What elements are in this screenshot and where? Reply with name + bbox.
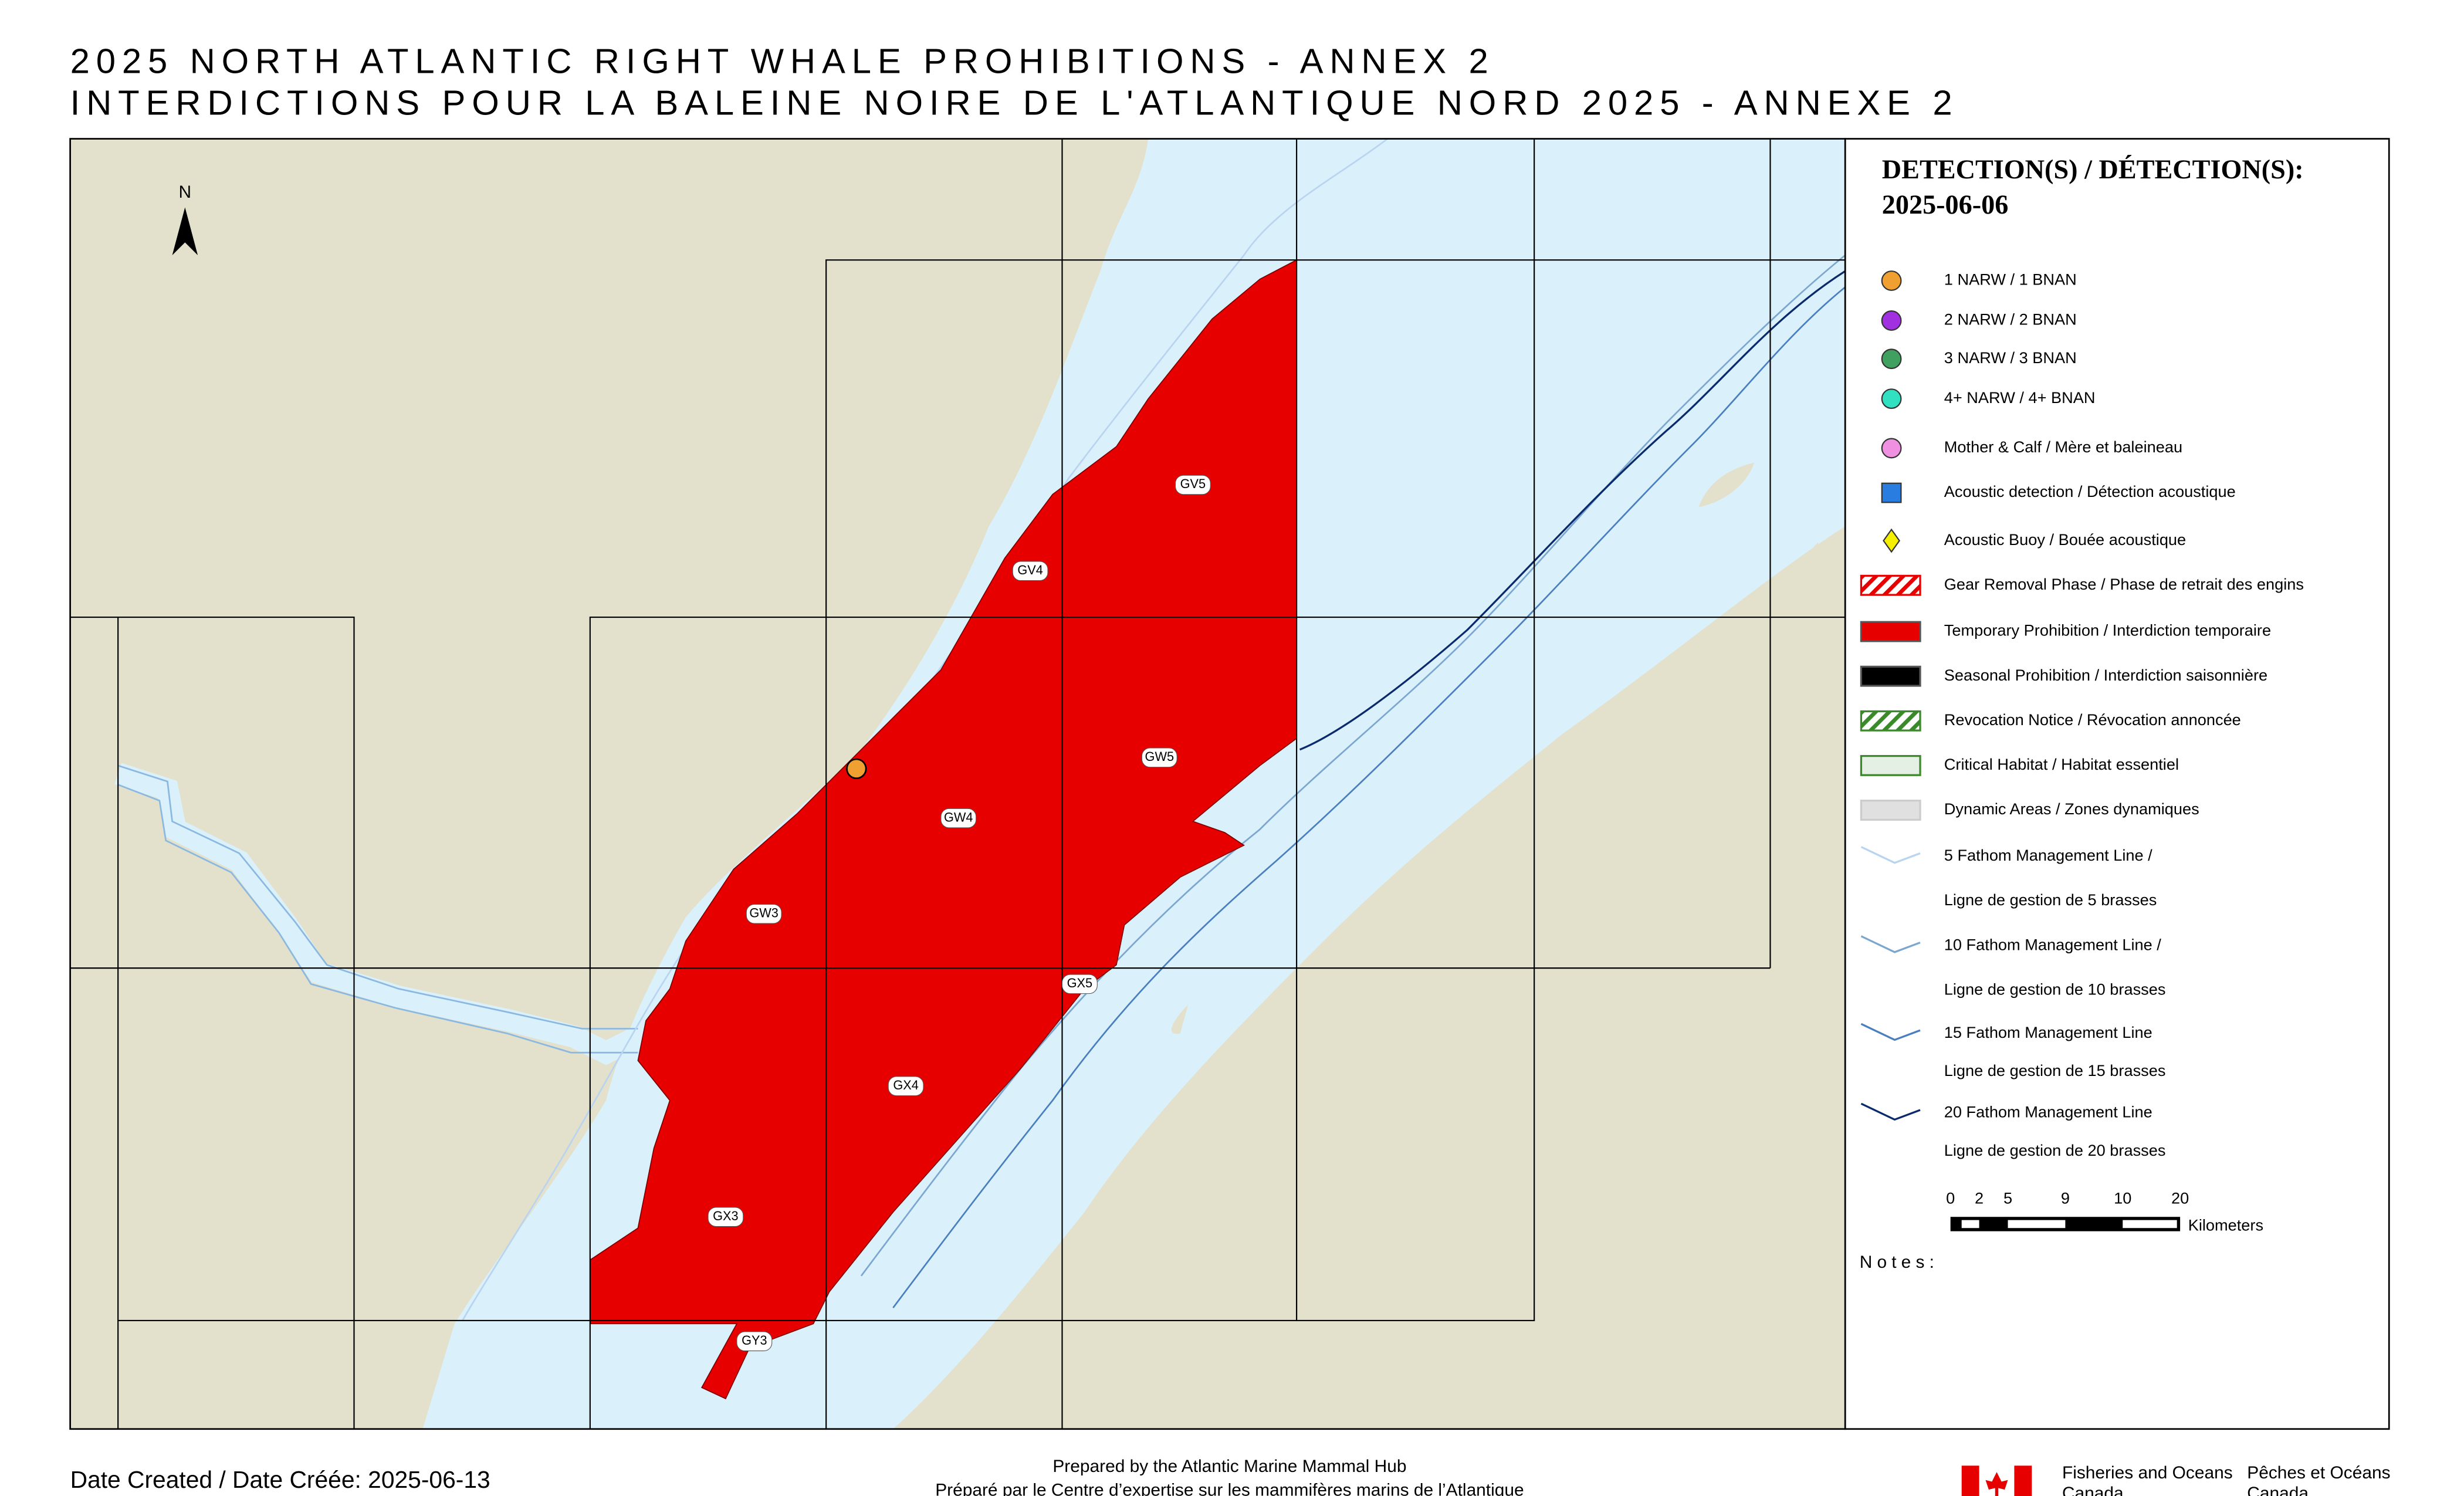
scale-segment: [2008, 1220, 2066, 1228]
fathom-20: [1299, 270, 1846, 751]
grid-label-box: [1061, 974, 1098, 994]
fathom-15: [892, 286, 1846, 1308]
land-east: [893, 526, 1846, 1429]
detection-point: [846, 758, 867, 780]
legend-label: Gear Removal Phase / Phase de retrait de…: [1944, 575, 2304, 593]
legend-label: Ligne de gestion de 10 brasses: [1944, 980, 2166, 998]
north-arrow: [172, 207, 198, 255]
legend-label: Acoustic detection / Détection acoustiqu…: [1944, 482, 2236, 500]
legend-label: Acoustic Buoy / Bouée acoustique: [1944, 530, 2186, 549]
scale-tick: 9: [2061, 1189, 2070, 1207]
grid-lines: [70, 138, 1846, 1429]
grid-label: GW3: [749, 905, 779, 920]
legend-symbol: [1860, 754, 1921, 776]
legend-symbol: [1860, 710, 1921, 732]
scale-bar: 0 2 5 9 10 20 Kilometers: [1946, 1189, 2263, 1234]
legend-label: 1 NARW / 1 BNAN: [1944, 270, 2077, 289]
legend-symbol: [1881, 270, 1902, 291]
legend-symbol: [1881, 438, 1902, 459]
river: [114, 763, 643, 1065]
scale-tick: 2: [1975, 1189, 1984, 1207]
legend-symbol: [1860, 1102, 1921, 1121]
legend-label: Ligne de gestion de 15 brasses: [1944, 1061, 2166, 1079]
scale-segment: [2123, 1220, 2177, 1228]
notes-label: Notes:: [1860, 1253, 1939, 1272]
grid-label-box: [736, 1331, 773, 1352]
legend-symbol: [1883, 528, 1901, 553]
grid-label-box: [708, 1207, 744, 1227]
legend-label: 2 NARW / 2 BNAN: [1944, 310, 2077, 329]
legend-symbol: [1881, 388, 1902, 409]
grid-label: GV4: [1017, 563, 1043, 577]
prepared-fr: Préparé par le Centre d’expertise sur le…: [935, 1481, 1524, 1496]
legend-symbol: [1860, 800, 1921, 821]
canada-flag: [1961, 1465, 2032, 1496]
legend-symbol: [1881, 348, 1902, 370]
legend-symbol: [1860, 621, 1921, 642]
scale-tick: 10: [2114, 1189, 2131, 1207]
grid-label-box: [1141, 747, 1177, 768]
title-en: 2025 NORTH ATLANTIC RIGHT WHALE PROHIBIT…: [70, 42, 1495, 81]
scale-tick: 0: [1946, 1189, 1955, 1207]
legend-label: 10 Fathom Management Line /: [1944, 935, 2162, 953]
grid-label-box: [940, 808, 977, 828]
grid-label: GX4: [893, 1078, 919, 1092]
legend-label: 3 NARW / 3 BNAN: [1944, 348, 2077, 367]
legend-label: 4+ NARW / 4+ BNAN: [1944, 388, 2096, 407]
legend-label: 15 Fathom Management Line: [1944, 1023, 2152, 1041]
legend-symbol: [1860, 935, 1921, 953]
fathom-10: [860, 254, 1846, 1277]
legend-label: Ligne de gestion de 5 brasses: [1944, 891, 2157, 909]
legend-symbol: [1860, 1023, 1921, 1041]
legend-label: 5 Fathom Management Line /: [1944, 846, 2152, 864]
legend-symbol: [1860, 665, 1921, 687]
scale-tick: 5: [2003, 1189, 2012, 1207]
legend-panel: [1844, 138, 2390, 1430]
title-fr: INTERDICTIONS POUR LA BALEINE NOIRE DE L…: [70, 83, 1959, 122]
river-edge: [117, 764, 638, 1030]
scale-tick: 20: [2171, 1189, 2189, 1207]
legend-title: DETECTION(S) / DÉTECTION(S):: [1882, 154, 2304, 184]
legend-label: Dynamic Areas / Zones dynamiques: [1944, 800, 2199, 818]
grid-labels: GV5 GV4 GW5 GW4 GW3 GX5 GX4 GX3 GY3: [708, 475, 1211, 1352]
scale-segment: [1961, 1220, 1979, 1228]
legend-label: Temporary Prohibition / Interdiction tem…: [1944, 621, 2271, 639]
legend-label: Ligne de gestion de 20 brasses: [1944, 1141, 2166, 1159]
map: N GV5 GV4 GW5 GW4 GW3 GX5 GX4 GX3 GY3: [69, 138, 1846, 1430]
legend-symbol: [1860, 574, 1921, 596]
grid-label-box: [1012, 561, 1048, 581]
prepared-en: Prepared by the Atlantic Marine Mammal H…: [1052, 1457, 1406, 1476]
grid-label: GX5: [1067, 976, 1093, 990]
grid-label-box: [888, 1076, 924, 1096]
legend-items: 1 NARW / 1 BNAN 2 NARW / 2 BNAN 3 NARW / 3…: [1860, 270, 2304, 1159]
legend-symbol: [1881, 310, 1902, 331]
grid-label: GW5: [1145, 749, 1175, 764]
legend-symbol: [1860, 846, 1921, 864]
legend-label: Critical Habitat / Habitat essentiel: [1944, 755, 2179, 773]
legend-symbol: [1881, 482, 1902, 503]
grid-label: GV5: [1180, 476, 1206, 491]
grid-label: GW4: [944, 810, 973, 824]
river-edge: [117, 784, 638, 1054]
scale-unit: Kilometers: [2188, 1216, 2263, 1234]
land-west: [70, 138, 1149, 1429]
dept-en: Fisheries and Oceans: [2062, 1463, 2233, 1483]
dept-fr: Pêches et Océans: [2247, 1463, 2390, 1483]
date-created: Date Created / Date Créée: 2025-06-13: [70, 1466, 490, 1493]
legend-label: Revocation Notice / Révocation annoncée: [1944, 710, 2241, 729]
legend-date: 2025-06-06: [1882, 189, 2009, 219]
grid-label: GY3: [742, 1333, 767, 1348]
dept-fr: Canada: [2247, 1484, 2309, 1496]
grid-label: GX3: [713, 1209, 739, 1223]
dept-en: Canada: [2062, 1484, 2124, 1496]
grid-label-box: [746, 903, 782, 924]
grid-label-box: [1175, 475, 1211, 495]
legend-label: 20 Fathom Management Line: [1944, 1103, 2152, 1121]
legend-label: Seasonal Prohibition / Interdiction sais…: [1944, 666, 2267, 684]
north-label: N: [179, 182, 192, 202]
legend-label: Mother & Calf / Mère et baleineau: [1944, 438, 2182, 456]
